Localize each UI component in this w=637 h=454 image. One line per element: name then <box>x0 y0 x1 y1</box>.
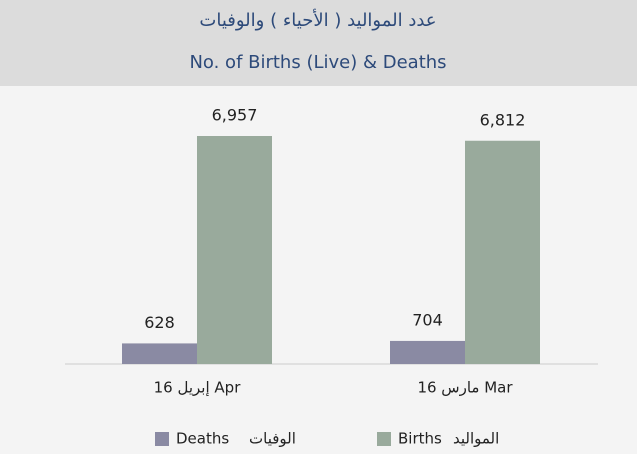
legend-label-ar: الوفيات <box>249 430 296 448</box>
data-label: 628 <box>144 313 175 332</box>
header <box>0 0 637 86</box>
chart-title: عدد المواليد ( الأحياء ) والوفيات <box>199 9 436 31</box>
legend-label: Births <box>398 430 442 448</box>
bar <box>122 343 197 364</box>
bar <box>390 340 465 364</box>
chart-subtitle: No. of Births (Live) & Deaths <box>189 52 446 73</box>
legend-swatch <box>377 432 391 446</box>
data-label: 6,812 <box>480 110 526 129</box>
legend-label-ar: المواليد <box>453 430 499 448</box>
bar <box>465 140 540 364</box>
legend-label: Deaths <box>176 430 229 448</box>
data-label: 704 <box>412 310 443 329</box>
data-label: 6,957 <box>212 106 258 125</box>
x-tick-label: إبريل 16 Apr <box>154 379 242 397</box>
x-tick-label: مارس 16 Mar <box>417 379 513 397</box>
bar <box>197 136 272 364</box>
legend-swatch <box>155 432 169 446</box>
